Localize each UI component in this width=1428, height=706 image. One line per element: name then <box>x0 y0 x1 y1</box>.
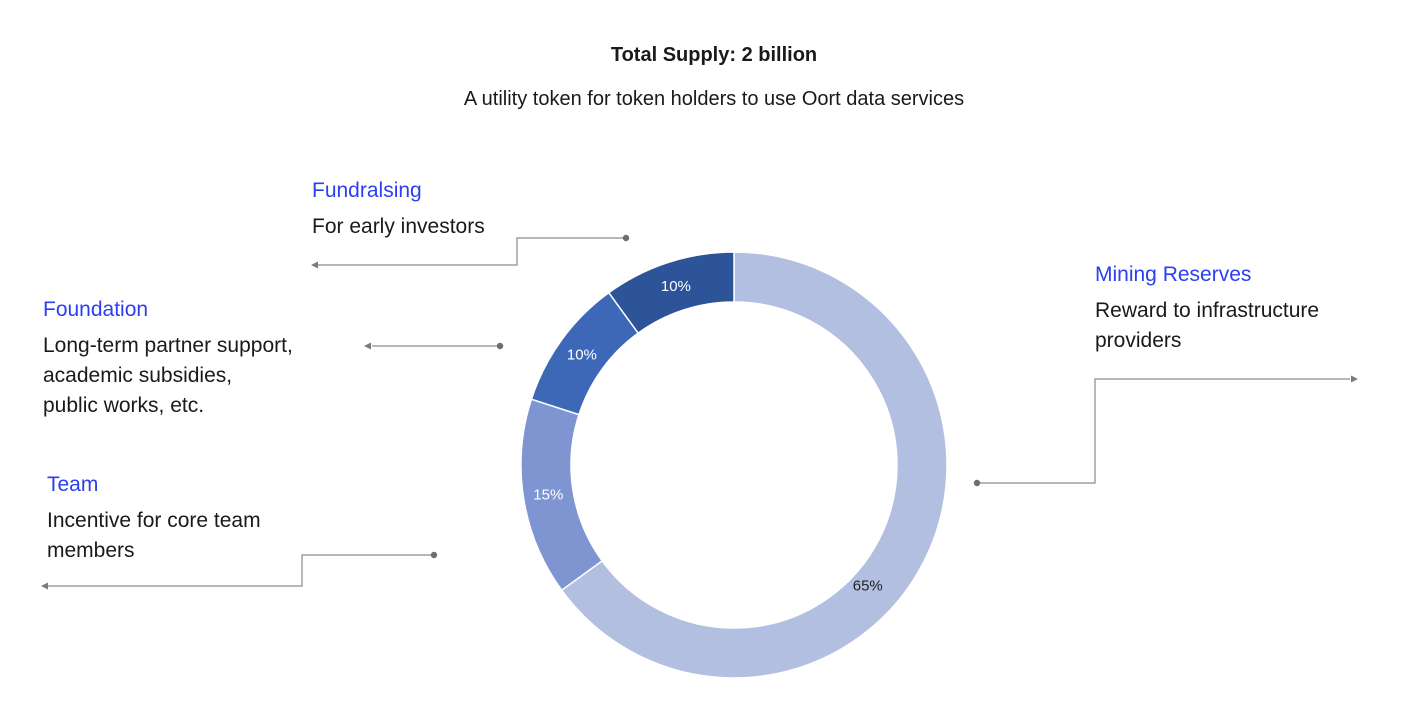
category-fundraising: Fundralsing For early investors <box>312 176 485 242</box>
donut-slice <box>560 251 948 679</box>
arrow-head <box>364 342 371 350</box>
slice-label: 65% <box>853 577 883 594</box>
slice-label: 10% <box>661 278 691 295</box>
donut-slice <box>607 251 735 335</box>
page-title: Total Supply: 2 billion <box>610 44 818 66</box>
arrow-head <box>311 261 318 269</box>
category-name: Mining Reserves <box>1095 263 1252 286</box>
category-name: Fundralsing <box>312 179 422 202</box>
connectors <box>41 234 1358 590</box>
category-mining-reserves: Mining Reserves Reward to infrastructure… <box>1095 260 1319 356</box>
connector-dot <box>430 551 438 559</box>
category-description: Reward to infrastructure providers <box>1095 299 1320 352</box>
category-description: Incentive for core team members <box>47 509 261 562</box>
arrow-head <box>1351 375 1358 383</box>
arrow-head <box>41 582 48 590</box>
connector-line <box>977 378 1350 484</box>
connector-line <box>318 237 626 266</box>
category-foundation: Foundation Long-term partner support, ac… <box>43 295 293 421</box>
category-description: For early investors <box>312 215 485 238</box>
category-name: Team <box>47 473 99 496</box>
page-subtitle: A utility token for token holders to use… <box>463 88 965 110</box>
connector-dot <box>496 342 504 350</box>
category-name: Foundation <box>43 298 149 321</box>
connector-dot <box>973 479 981 487</box>
category-description: Long-term partner support, academic subs… <box>43 334 293 417</box>
slice-label: 10% <box>567 346 597 363</box>
slice-label: 15% <box>533 486 563 503</box>
connector-dot <box>622 234 630 242</box>
category-team: Team Incentive for core team members <box>47 470 261 566</box>
connector-line <box>48 554 434 587</box>
